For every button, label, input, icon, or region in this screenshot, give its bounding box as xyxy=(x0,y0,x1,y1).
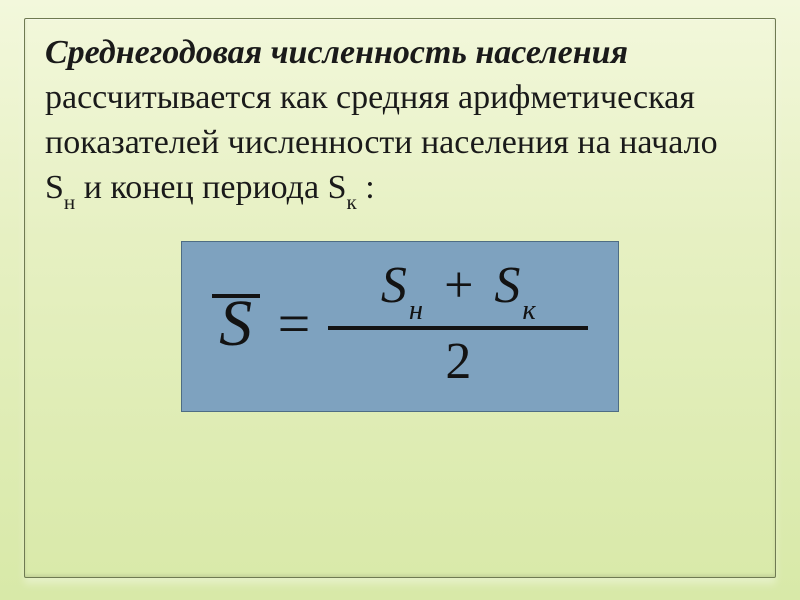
formula-numerator: Sн + Sк xyxy=(373,256,544,325)
definition-tail: : xyxy=(357,169,375,206)
num-sub1: н xyxy=(407,295,423,326)
formula-fraction: Sн + Sк 2 xyxy=(328,256,588,390)
formula-lhs-symbol: S xyxy=(219,294,252,353)
formula-equals: = xyxy=(278,290,311,357)
num-s2: S xyxy=(494,257,520,314)
formula-denominator: 2 xyxy=(445,330,471,391)
formula-box: S = Sн + Sк 2 xyxy=(181,241,620,411)
definition-sub-start: н xyxy=(64,190,75,214)
num-s1: S xyxy=(381,257,407,314)
formula-lhs: S xyxy=(212,294,260,353)
definition-mid: и конец периода S xyxy=(75,169,346,206)
definition-sub-end: к xyxy=(346,190,356,214)
content-panel: Среднегодовая численность населения расс… xyxy=(24,18,776,578)
num-plus: + xyxy=(436,257,481,314)
slide: Среднегодовая численность населения расс… xyxy=(0,0,800,600)
formula-container: S = Sн + Sк 2 xyxy=(170,241,630,411)
definition-text: Среднегодовая численность населения расс… xyxy=(45,31,755,213)
definition-term: Среднегодовая численность населения xyxy=(45,34,628,71)
num-sub2: к xyxy=(520,295,535,326)
